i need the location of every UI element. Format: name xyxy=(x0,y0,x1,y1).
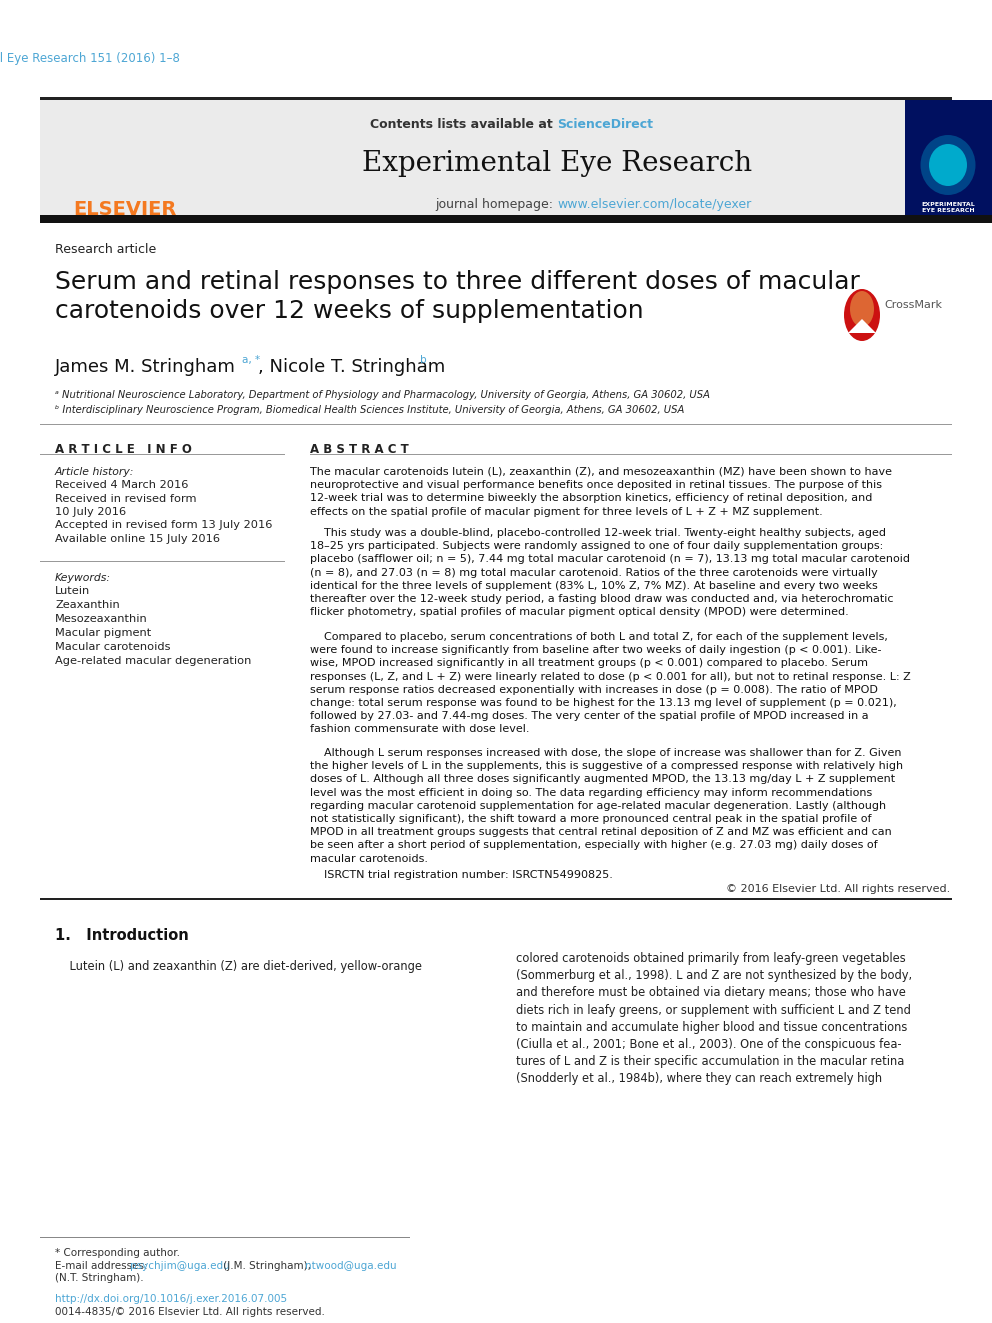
Text: www.elsevier.com/locate/yexer: www.elsevier.com/locate/yexer xyxy=(557,198,751,210)
Text: 10 July 2016: 10 July 2016 xyxy=(55,507,126,517)
Text: Serum and retinal responses to three different doses of macular
carotenoids over: Serum and retinal responses to three dif… xyxy=(55,270,860,323)
Text: 1.   Introduction: 1. Introduction xyxy=(55,927,188,943)
Text: ntwood@uga.edu: ntwood@uga.edu xyxy=(305,1261,397,1271)
Text: Experimental Eye Research 151 (2016) 1–8: Experimental Eye Research 151 (2016) 1–8 xyxy=(0,52,180,65)
Text: Experimental Eye Research: Experimental Eye Research xyxy=(362,149,752,177)
Text: Age-related macular degeneration: Age-related macular degeneration xyxy=(55,656,251,665)
Text: http://dx.doi.org/10.1016/j.exer.2016.07.005: http://dx.doi.org/10.1016/j.exer.2016.07… xyxy=(55,1294,287,1304)
Text: A R T I C L E   I N F O: A R T I C L E I N F O xyxy=(55,443,191,456)
Text: a, *: a, * xyxy=(242,355,260,365)
Text: Although L serum responses increased with dose, the slope of increase was shallo: Although L serum responses increased wit… xyxy=(310,747,903,864)
Text: Article history:: Article history: xyxy=(55,467,134,478)
Text: ISRCTN trial registration number: ISRCTN54990825.: ISRCTN trial registration number: ISRCTN… xyxy=(310,871,613,880)
Text: © 2016 Elsevier Ltd. All rights reserved.: © 2016 Elsevier Ltd. All rights reserved… xyxy=(726,884,950,894)
Bar xyxy=(905,101,992,216)
Text: Macular carotenoids: Macular carotenoids xyxy=(55,642,171,652)
Text: ᵇ Interdisciplinary Neuroscience Program, Biomedical Health Sciences Institute, : ᵇ Interdisciplinary Neuroscience Program… xyxy=(55,405,684,415)
Text: This study was a double-blind, placebo-controlled 12-week trial. Twenty-eight he: This study was a double-blind, placebo-c… xyxy=(310,528,910,618)
Text: Accepted in revised form 13 July 2016: Accepted in revised form 13 July 2016 xyxy=(55,520,273,531)
Text: Mesozeaxanthin: Mesozeaxanthin xyxy=(55,614,148,624)
Text: Lutein (L) and zeaxanthin (Z) are diet-derived, yellow-orange: Lutein (L) and zeaxanthin (Z) are diet-d… xyxy=(55,960,422,972)
Text: The macular carotenoids lutein (L), zeaxanthin (Z), and mesozeaxanthin (MZ) have: The macular carotenoids lutein (L), zeax… xyxy=(310,467,892,516)
Text: Received in revised form: Received in revised form xyxy=(55,493,196,504)
Ellipse shape xyxy=(929,144,967,187)
Bar xyxy=(40,101,210,216)
Text: CrossMark: CrossMark xyxy=(884,300,942,310)
Text: (J.M. Stringham),: (J.M. Stringham), xyxy=(220,1261,314,1271)
Text: 0014-4835/© 2016 Elsevier Ltd. All rights reserved.: 0014-4835/© 2016 Elsevier Ltd. All right… xyxy=(55,1307,324,1316)
Text: colored carotenoids obtained primarily from leafy-green vegetables
(Sommerburg e: colored carotenoids obtained primarily f… xyxy=(516,953,912,1085)
Text: Received 4 March 2016: Received 4 March 2016 xyxy=(55,480,188,490)
Text: Macular pigment: Macular pigment xyxy=(55,628,151,638)
Ellipse shape xyxy=(921,135,975,194)
Bar xyxy=(40,216,992,224)
Text: , Nicole T. Stringham: , Nicole T. Stringham xyxy=(258,359,445,376)
Text: E-mail addresses:: E-mail addresses: xyxy=(55,1261,151,1271)
Text: psychjim@uga.edu: psychjim@uga.edu xyxy=(130,1261,230,1271)
Bar xyxy=(40,897,952,900)
Text: (N.T. Stringham).: (N.T. Stringham). xyxy=(55,1273,144,1283)
Text: Contents lists available at: Contents lists available at xyxy=(370,118,557,131)
Text: b: b xyxy=(420,355,427,365)
Text: Research article: Research article xyxy=(55,243,157,255)
Text: Zeaxanthin: Zeaxanthin xyxy=(55,601,120,610)
Text: Lutein: Lutein xyxy=(55,586,90,595)
Text: Keywords:: Keywords: xyxy=(55,573,111,583)
Text: * Corresponding author.: * Corresponding author. xyxy=(55,1248,180,1258)
Text: Available online 15 July 2016: Available online 15 July 2016 xyxy=(55,534,220,544)
Bar xyxy=(210,101,905,216)
Text: ScienceDirect: ScienceDirect xyxy=(557,118,653,131)
Bar xyxy=(40,97,952,101)
Text: James M. Stringham: James M. Stringham xyxy=(55,359,236,376)
Text: ᵃ Nutritional Neuroscience Laboratory, Department of Physiology and Pharmacology: ᵃ Nutritional Neuroscience Laboratory, D… xyxy=(55,390,710,400)
Ellipse shape xyxy=(850,291,874,327)
Text: EXPERIMENTAL
EYE RESEARCH: EXPERIMENTAL EYE RESEARCH xyxy=(922,202,975,213)
Text: Compared to placebo, serum concentrations of both L and total Z, for each of the: Compared to placebo, serum concentration… xyxy=(310,632,911,734)
Ellipse shape xyxy=(844,288,880,341)
Text: ELSEVIER: ELSEVIER xyxy=(73,200,177,220)
Text: A B S T R A C T: A B S T R A C T xyxy=(310,443,409,456)
Text: journal homepage:: journal homepage: xyxy=(435,198,557,210)
Polygon shape xyxy=(848,319,876,333)
